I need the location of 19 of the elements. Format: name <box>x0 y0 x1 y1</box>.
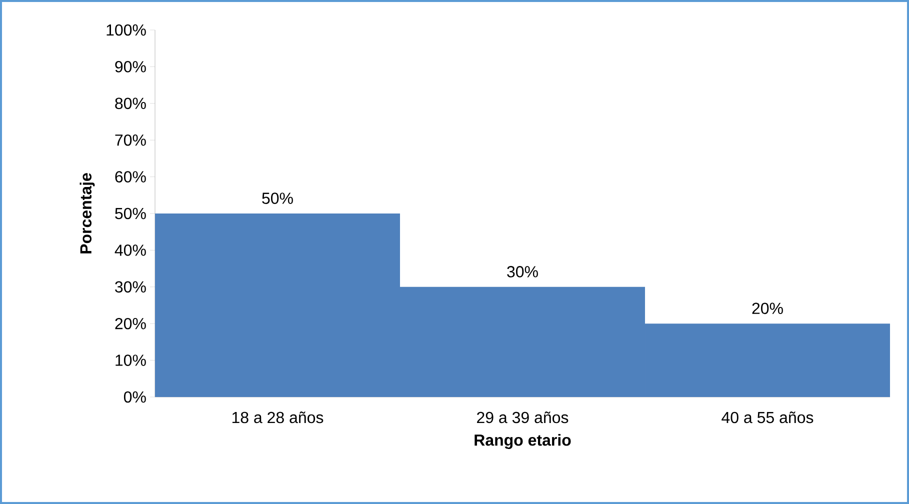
data-label: 50% <box>262 192 293 204</box>
y-tick-label: 40% <box>114 244 146 256</box>
y-tick-label: 50% <box>115 208 146 220</box>
y-tick-label: 30% <box>115 281 146 293</box>
y-tick-label: 90% <box>115 61 146 72</box>
x-tick-label: 29 a 39 años <box>477 412 568 424</box>
x-axis-title: Rango etario <box>474 434 571 450</box>
y-tick-label: 10% <box>116 354 146 366</box>
y-tick-label: 100% <box>106 24 146 36</box>
y-axis-title: Porcentaje <box>80 173 95 254</box>
y-tick-label: 70% <box>115 134 146 146</box>
y-tick-label: 0% <box>124 391 146 403</box>
x-tick-label: 40 a 55 años <box>722 412 814 424</box>
data-label: 30% <box>507 266 538 278</box>
x-tick-label: 18 a 28 años <box>232 412 324 424</box>
y-tick-label: 80% <box>115 98 146 110</box>
y-tick-label: 60% <box>115 171 146 182</box>
y-tick-label: 20% <box>115 318 146 330</box>
data-label: 20% <box>752 302 783 314</box>
